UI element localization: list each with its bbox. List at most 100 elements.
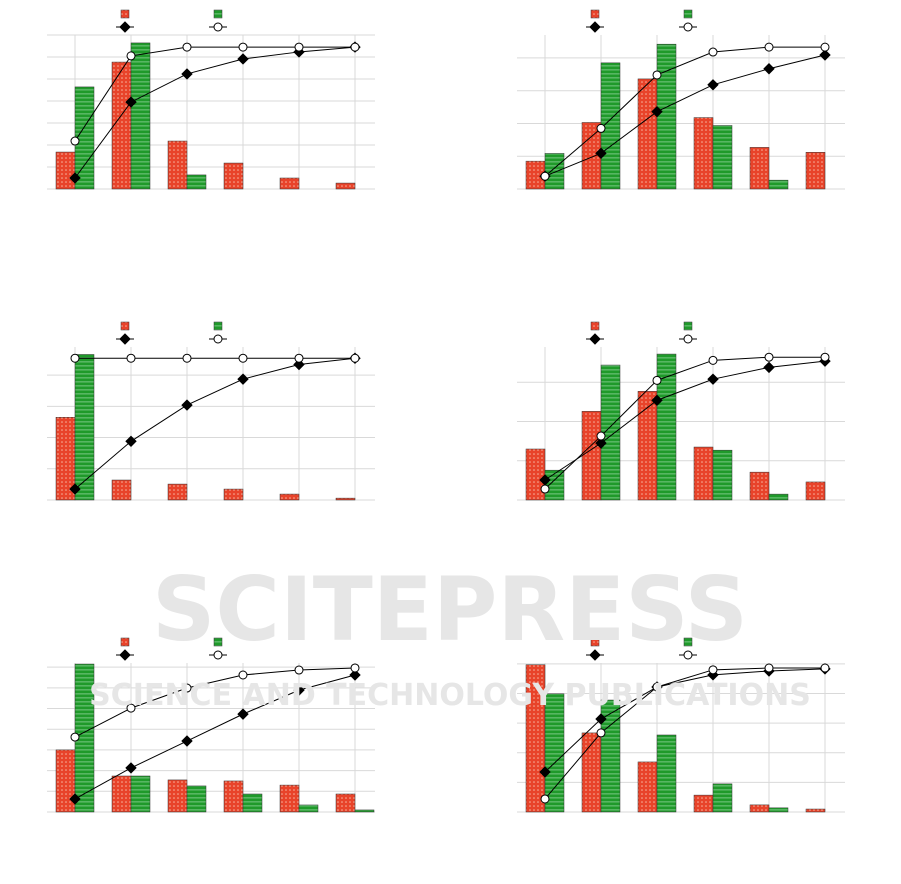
bar: [805, 808, 826, 813]
diamond-marker: [539, 766, 551, 778]
circle-marker: [820, 663, 830, 673]
circle-marker: [596, 123, 606, 133]
circle-marker: [708, 665, 718, 675]
diamond-marker: [707, 79, 719, 91]
line: [74, 667, 356, 738]
legend-swatch: [683, 321, 693, 331]
circle-marker: [683, 334, 693, 344]
bar: [111, 479, 132, 501]
chart: [47, 9, 375, 190]
watermark-title: SCITEPRESS: [152, 558, 748, 661]
diamond-marker: [119, 649, 131, 661]
bar: [186, 174, 207, 190]
legend-swatch: [120, 637, 130, 647]
diamond-marker: [125, 762, 137, 774]
diamond-marker: [69, 793, 81, 805]
bar: [279, 493, 300, 501]
circle-marker: [820, 42, 830, 52]
chart: [47, 637, 375, 813]
circle-marker: [213, 650, 223, 660]
diamond-marker: [589, 649, 601, 661]
bar: [693, 446, 714, 501]
legend-swatch: [213, 637, 223, 647]
circle-marker: [182, 353, 192, 363]
diamond-marker: [819, 49, 831, 61]
diamond-marker: [181, 399, 193, 411]
circle-marker: [540, 171, 550, 181]
circle-marker: [238, 42, 248, 52]
circle-marker: [596, 728, 606, 738]
bar: [749, 804, 770, 813]
line: [74, 357, 356, 490]
legend-swatch: [213, 321, 223, 331]
circle-marker: [708, 47, 718, 57]
bar: [712, 449, 733, 501]
bar: [805, 152, 826, 190]
bar: [768, 807, 789, 813]
line: [544, 356, 825, 490]
bar: [298, 804, 319, 813]
legend-swatch: [683, 9, 693, 19]
circle-marker: [350, 663, 360, 673]
bar: [544, 153, 565, 190]
bar: [130, 42, 151, 190]
diamond-marker: [293, 684, 305, 696]
line: [74, 674, 356, 800]
bar: [335, 497, 356, 501]
diamond-marker: [707, 373, 719, 385]
bar: [768, 179, 789, 190]
bar: [693, 117, 714, 190]
bar: [354, 809, 375, 813]
circle-marker: [238, 353, 248, 363]
diamond-marker: [69, 483, 81, 495]
line: [544, 46, 825, 177]
bar: [223, 488, 244, 501]
diamond-marker: [589, 333, 601, 345]
circle-marker: [182, 42, 192, 52]
circle-marker: [70, 732, 80, 742]
circle-marker: [126, 703, 136, 713]
circle-marker: [820, 352, 830, 362]
circle-marker: [294, 353, 304, 363]
bar: [167, 483, 188, 501]
diamond-marker: [119, 21, 131, 33]
bar: [111, 775, 132, 813]
legend-swatch: [683, 637, 693, 647]
circle-marker: [764, 42, 774, 52]
diamond-marker: [237, 708, 249, 720]
diamond-marker: [763, 361, 775, 374]
diamond-marker: [237, 373, 249, 385]
line: [74, 46, 356, 179]
bar: [656, 734, 677, 813]
circle-marker: [540, 484, 550, 494]
bar: [637, 761, 658, 813]
diamond-marker: [595, 713, 607, 725]
circle-marker: [764, 352, 774, 362]
bar: [712, 125, 733, 190]
circle-marker: [294, 42, 304, 52]
bar: [749, 471, 770, 501]
bar: [335, 793, 356, 813]
bar: [335, 182, 356, 190]
diamond-marker: [293, 358, 305, 371]
bar: [74, 354, 95, 501]
diamond-marker: [595, 437, 607, 449]
bar: [693, 794, 714, 813]
circle-marker: [126, 51, 136, 61]
circle-marker: [683, 22, 693, 32]
legend-swatch: [213, 9, 223, 19]
diamond-marker: [181, 68, 193, 80]
diamond-marker: [119, 333, 131, 345]
bar: [55, 749, 76, 813]
bar: [55, 151, 76, 190]
bar: [279, 784, 300, 813]
diamond-marker: [651, 394, 663, 407]
circle-marker: [350, 353, 360, 363]
bar: [242, 793, 263, 813]
circle-marker: [70, 136, 80, 146]
bar: [600, 699, 621, 813]
bar: [186, 785, 207, 813]
line: [544, 54, 826, 177]
bar: [749, 147, 770, 190]
circle-marker: [652, 70, 662, 80]
